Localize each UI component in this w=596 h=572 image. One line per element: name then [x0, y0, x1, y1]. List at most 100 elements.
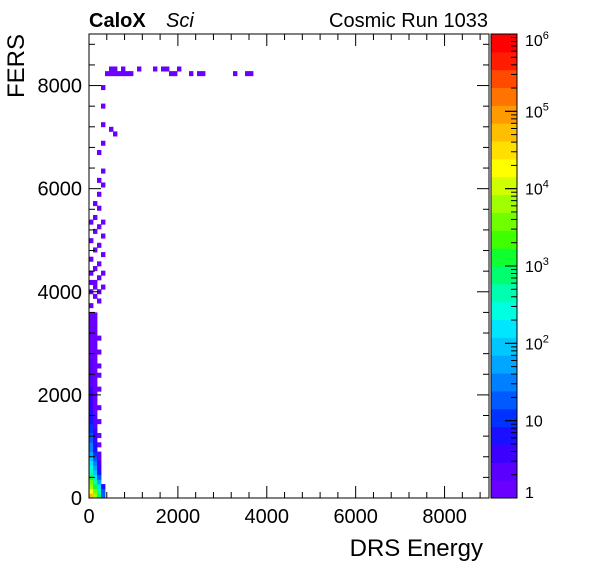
colorbar-label: 106	[525, 30, 549, 50]
colorbar-swatch	[491, 408, 517, 428]
heatmap-cell	[93, 372, 98, 378]
heatmap-cell	[93, 266, 98, 272]
heatmap-cell	[101, 168, 106, 174]
heatmap-cell	[97, 433, 102, 439]
heatmap-cell	[89, 400, 94, 406]
heatmap-cell	[93, 479, 98, 485]
colorbar-label-exponent: 6	[543, 30, 549, 42]
heatmap-cell	[89, 372, 94, 378]
heatmap-cell	[93, 228, 98, 234]
colorbar-label-base: 10	[525, 259, 543, 276]
heatmap-cell	[97, 484, 102, 490]
heatmap-cell	[101, 252, 106, 258]
colorbar-swatch	[491, 158, 517, 178]
heatmap-cell	[161, 66, 166, 72]
heatmap-cell	[101, 284, 106, 290]
x-tick-label: 0	[83, 506, 94, 528]
heatmap-cell	[97, 363, 102, 369]
heatmap-cell	[93, 465, 98, 471]
heatmap-cell	[93, 293, 98, 299]
x-tick-label: 8000	[422, 506, 467, 528]
heatmap-cell	[93, 344, 98, 350]
colorbar-swatch	[491, 337, 517, 356]
heatmap-cell	[89, 405, 94, 411]
colorbar	[491, 34, 517, 499]
heatmap-cell	[101, 182, 106, 188]
heatmap-cell	[89, 358, 94, 364]
heatmap-cell	[89, 395, 94, 401]
heatmap-cell	[113, 71, 118, 77]
y-axis-title: FERS	[3, 34, 30, 98]
heatmap-cell	[89, 349, 94, 355]
heatmap-cell	[97, 242, 102, 248]
heatmap-cell	[101, 85, 106, 91]
heatmap-cell	[89, 386, 94, 392]
heatmap-cell	[89, 340, 94, 346]
heatmap-cell	[93, 428, 98, 434]
heatmap-cell	[101, 103, 106, 109]
colorbar-swatch	[491, 194, 517, 213]
x-axis-title: DRS Energy	[350, 535, 483, 562]
heatmap-cell	[93, 354, 98, 360]
heatmap-cell	[97, 479, 102, 485]
colorbar-label-exponent: 4	[543, 179, 549, 191]
heatmap-cell	[93, 284, 98, 290]
colorbar-swatch	[491, 105, 517, 124]
heatmap-cell	[93, 358, 98, 364]
heatmap-cell	[153, 66, 158, 72]
heatmap-cell	[93, 414, 98, 420]
heatmap-cell	[89, 488, 94, 494]
colorbar-swatch	[491, 87, 517, 106]
heatmap-cell	[245, 71, 250, 77]
heatmap-cell	[97, 349, 102, 355]
heatmap-cell	[165, 66, 170, 72]
heatmap-cell	[101, 122, 106, 128]
heatmap-cell	[125, 71, 130, 77]
heatmap-cell	[89, 484, 94, 490]
colorbar-label-base: 10	[525, 182, 543, 199]
colorbar-swatch	[491, 355, 517, 374]
heatmap-cell	[89, 437, 94, 443]
tag-label: Sci	[166, 10, 194, 32]
colorbar-label-base: 1	[525, 485, 534, 502]
heatmap-cell	[89, 391, 94, 397]
heatmap-cell	[89, 451, 94, 457]
heatmap-cell	[97, 335, 102, 341]
heatmap-cell	[97, 191, 102, 197]
heatmap-cell	[101, 219, 106, 225]
heatmap-cell	[93, 488, 98, 494]
heatmap-cell	[93, 317, 98, 323]
heatmap-cell	[121, 66, 126, 72]
colorbar-label-base: 10	[525, 33, 543, 50]
heatmap-cell	[89, 446, 94, 452]
heatmap-cell	[93, 395, 98, 401]
heatmap-cell	[93, 446, 98, 452]
heatmap-cell	[249, 71, 254, 77]
plot-frame	[88, 33, 490, 499]
colorbar-label-exponent: 2	[543, 333, 549, 345]
heatmap-cell	[93, 474, 98, 480]
heatmap-cell	[89, 465, 94, 471]
colorbar-swatch	[491, 426, 517, 445]
heatmap-cell	[189, 71, 194, 77]
heatmap-cell	[97, 488, 102, 494]
x-tick-label: 4000	[245, 506, 290, 528]
heatmap-cell	[89, 354, 94, 360]
colorbar-label-base: 10	[525, 336, 543, 353]
heatmap-cell	[93, 382, 98, 388]
heatmap-cell	[97, 261, 102, 267]
colorbar-label: 1	[525, 485, 534, 502]
heatmap-cell	[89, 442, 94, 448]
heatmap-cell	[89, 470, 94, 476]
run-label: Cosmic Run 1033	[329, 10, 488, 32]
heatmap-cell	[93, 326, 98, 332]
heatmap-cell	[89, 256, 94, 262]
colorbar-label: 10	[525, 414, 543, 431]
x-tick-label: 2000	[156, 506, 201, 528]
heatmap-cell	[97, 205, 102, 211]
colorbar-label: 104	[525, 179, 549, 199]
colorbar-swatch	[491, 390, 517, 410]
heatmap-cell	[93, 442, 98, 448]
heatmap-cell	[97, 460, 102, 466]
colorbar-swatch	[491, 69, 517, 89]
